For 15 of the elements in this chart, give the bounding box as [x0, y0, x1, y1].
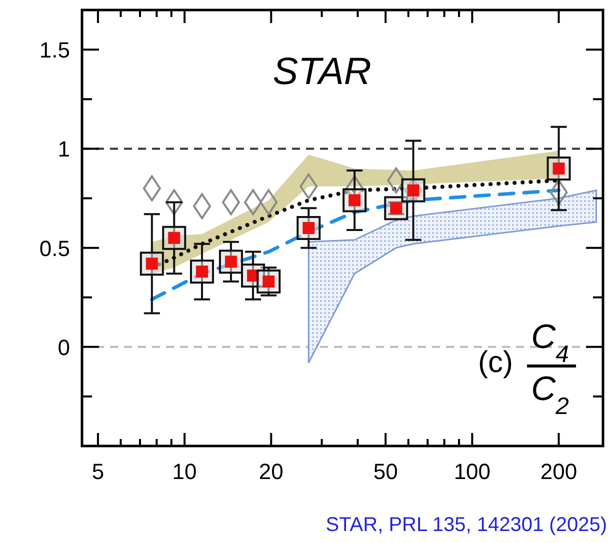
x-tick-label: 10 [172, 459, 197, 484]
x-tick-label: 50 [373, 459, 398, 484]
x-tick-label: 200 [540, 459, 578, 484]
annotation: C$_{2}$ [531, 370, 569, 420]
annotation: (c) [478, 346, 513, 379]
x-tick-label: 5 [92, 459, 104, 484]
y-tick-label: 0 [58, 334, 70, 360]
y-tick-label: 1.5 [39, 38, 70, 63]
y-tick-label: 1 [58, 136, 70, 162]
text: STAR, PRL 135, 142301 (2025) [326, 514, 607, 536]
annotation: C$_{4}$ [531, 318, 569, 368]
y-tick-label: 0.5 [39, 236, 70, 261]
x-tick-label: 20 [258, 459, 284, 484]
annotation: STAR [272, 51, 372, 93]
x-tick-label: 100 [454, 459, 491, 484]
